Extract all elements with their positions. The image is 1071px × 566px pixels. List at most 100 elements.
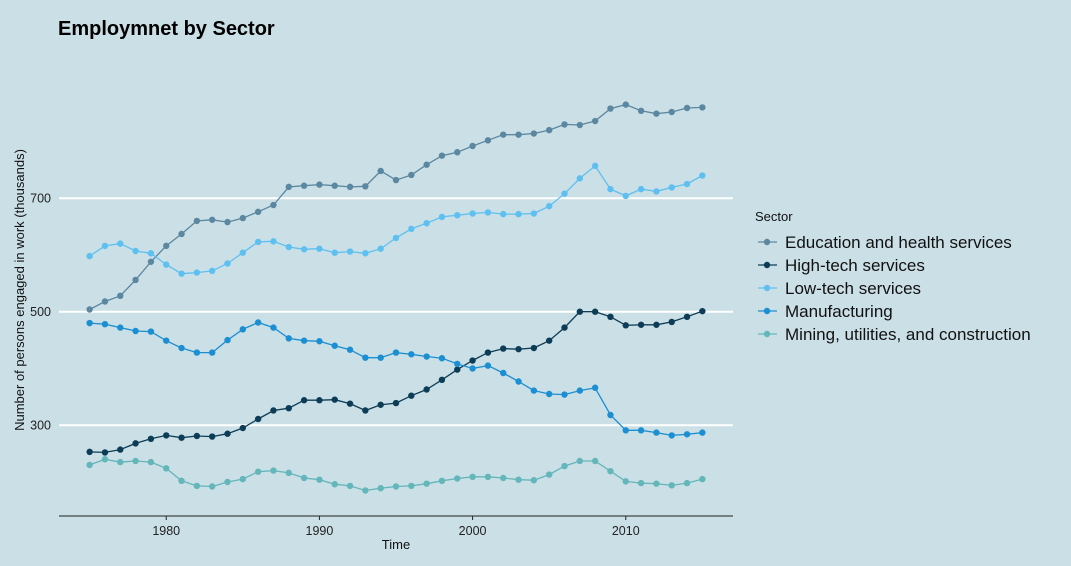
data-point	[408, 392, 415, 399]
data-point	[515, 378, 522, 385]
data-point	[377, 401, 384, 408]
data-point	[193, 482, 201, 490]
data-point	[86, 306, 93, 313]
data-point	[224, 430, 231, 437]
data-point	[561, 121, 568, 128]
legend-key-point	[763, 284, 771, 292]
data-point	[469, 357, 476, 364]
data-point	[331, 182, 338, 189]
data-point	[438, 477, 446, 485]
data-point	[117, 240, 124, 247]
series-line	[89, 321, 703, 437]
data-point	[530, 477, 538, 484]
data-point	[377, 354, 384, 361]
data-point	[653, 429, 660, 436]
data-point	[591, 308, 599, 315]
data-point	[699, 475, 706, 483]
data-point	[561, 190, 568, 197]
data-point	[346, 482, 354, 490]
x-tick-labels: 1980 1990 2000 2010	[152, 516, 640, 538]
data-point	[362, 250, 369, 257]
series-0	[86, 101, 706, 313]
legend: Sector Education and health services High…	[755, 209, 1031, 344]
data-point	[668, 482, 675, 489]
legend-label: Low-tech services	[785, 279, 921, 298]
data-point	[591, 457, 599, 465]
data-point	[622, 322, 629, 329]
data-point	[178, 434, 185, 441]
data-point	[515, 345, 522, 353]
data-point	[254, 238, 262, 246]
data-point	[178, 477, 185, 485]
data-point	[607, 411, 614, 419]
data-point	[101, 456, 109, 463]
data-point	[683, 180, 691, 188]
series-line	[89, 310, 703, 454]
data-point	[300, 474, 308, 482]
data-point	[147, 258, 155, 265]
data-point	[101, 320, 109, 328]
data-point	[637, 479, 645, 487]
data-point	[530, 387, 538, 394]
data-point	[438, 376, 446, 384]
data-point	[285, 469, 292, 477]
data-point	[147, 458, 155, 466]
x-tick-label: 2000	[459, 524, 487, 538]
data-point	[270, 467, 277, 474]
data-point	[454, 475, 461, 482]
data-point	[392, 176, 400, 184]
data-point	[346, 400, 354, 407]
y-tick-label: 500	[30, 305, 51, 319]
data-point	[300, 397, 308, 404]
data-point	[316, 245, 323, 252]
data-point	[163, 242, 170, 250]
data-point	[163, 432, 170, 439]
chart-title: Employmnet by Sector	[58, 18, 275, 40]
data-point	[699, 104, 706, 111]
x-axis-label: Time	[382, 537, 410, 552]
data-point	[423, 353, 430, 360]
data-point	[239, 249, 247, 256]
data-point	[561, 324, 568, 331]
data-point	[438, 213, 446, 221]
data-point	[423, 386, 430, 393]
legend-title: Sector	[755, 209, 793, 224]
legend-key-point	[763, 261, 771, 269]
data-point	[699, 307, 706, 315]
data-point	[500, 345, 507, 352]
y-tick-labels: 300 500 700	[30, 192, 51, 433]
data-point	[346, 183, 354, 191]
data-point	[193, 269, 201, 276]
data-point	[683, 431, 691, 438]
data-point	[193, 349, 201, 356]
data-point	[591, 162, 599, 170]
data-point	[423, 219, 430, 227]
data-point	[285, 243, 292, 251]
data-point	[163, 337, 170, 344]
data-point	[193, 217, 201, 225]
data-point	[622, 192, 629, 200]
data-point	[362, 354, 369, 361]
data-point	[622, 427, 629, 434]
data-point	[285, 335, 292, 342]
data-point	[346, 346, 354, 353]
data-point	[530, 210, 538, 217]
data-point	[500, 474, 507, 482]
data-point	[147, 328, 155, 335]
legend-label: Mining, utilities, and construction	[785, 325, 1031, 344]
data-point	[423, 480, 430, 487]
data-point	[101, 449, 109, 456]
data-point	[300, 246, 308, 253]
data-point	[316, 181, 323, 188]
data-point	[254, 319, 262, 326]
data-point	[515, 476, 522, 483]
data-point	[576, 175, 584, 182]
data-point	[270, 201, 277, 209]
data-point	[591, 384, 599, 391]
data-point	[683, 104, 691, 112]
data-point	[86, 461, 93, 469]
data-point	[254, 415, 262, 423]
data-point	[117, 324, 124, 331]
data-point	[408, 225, 415, 233]
